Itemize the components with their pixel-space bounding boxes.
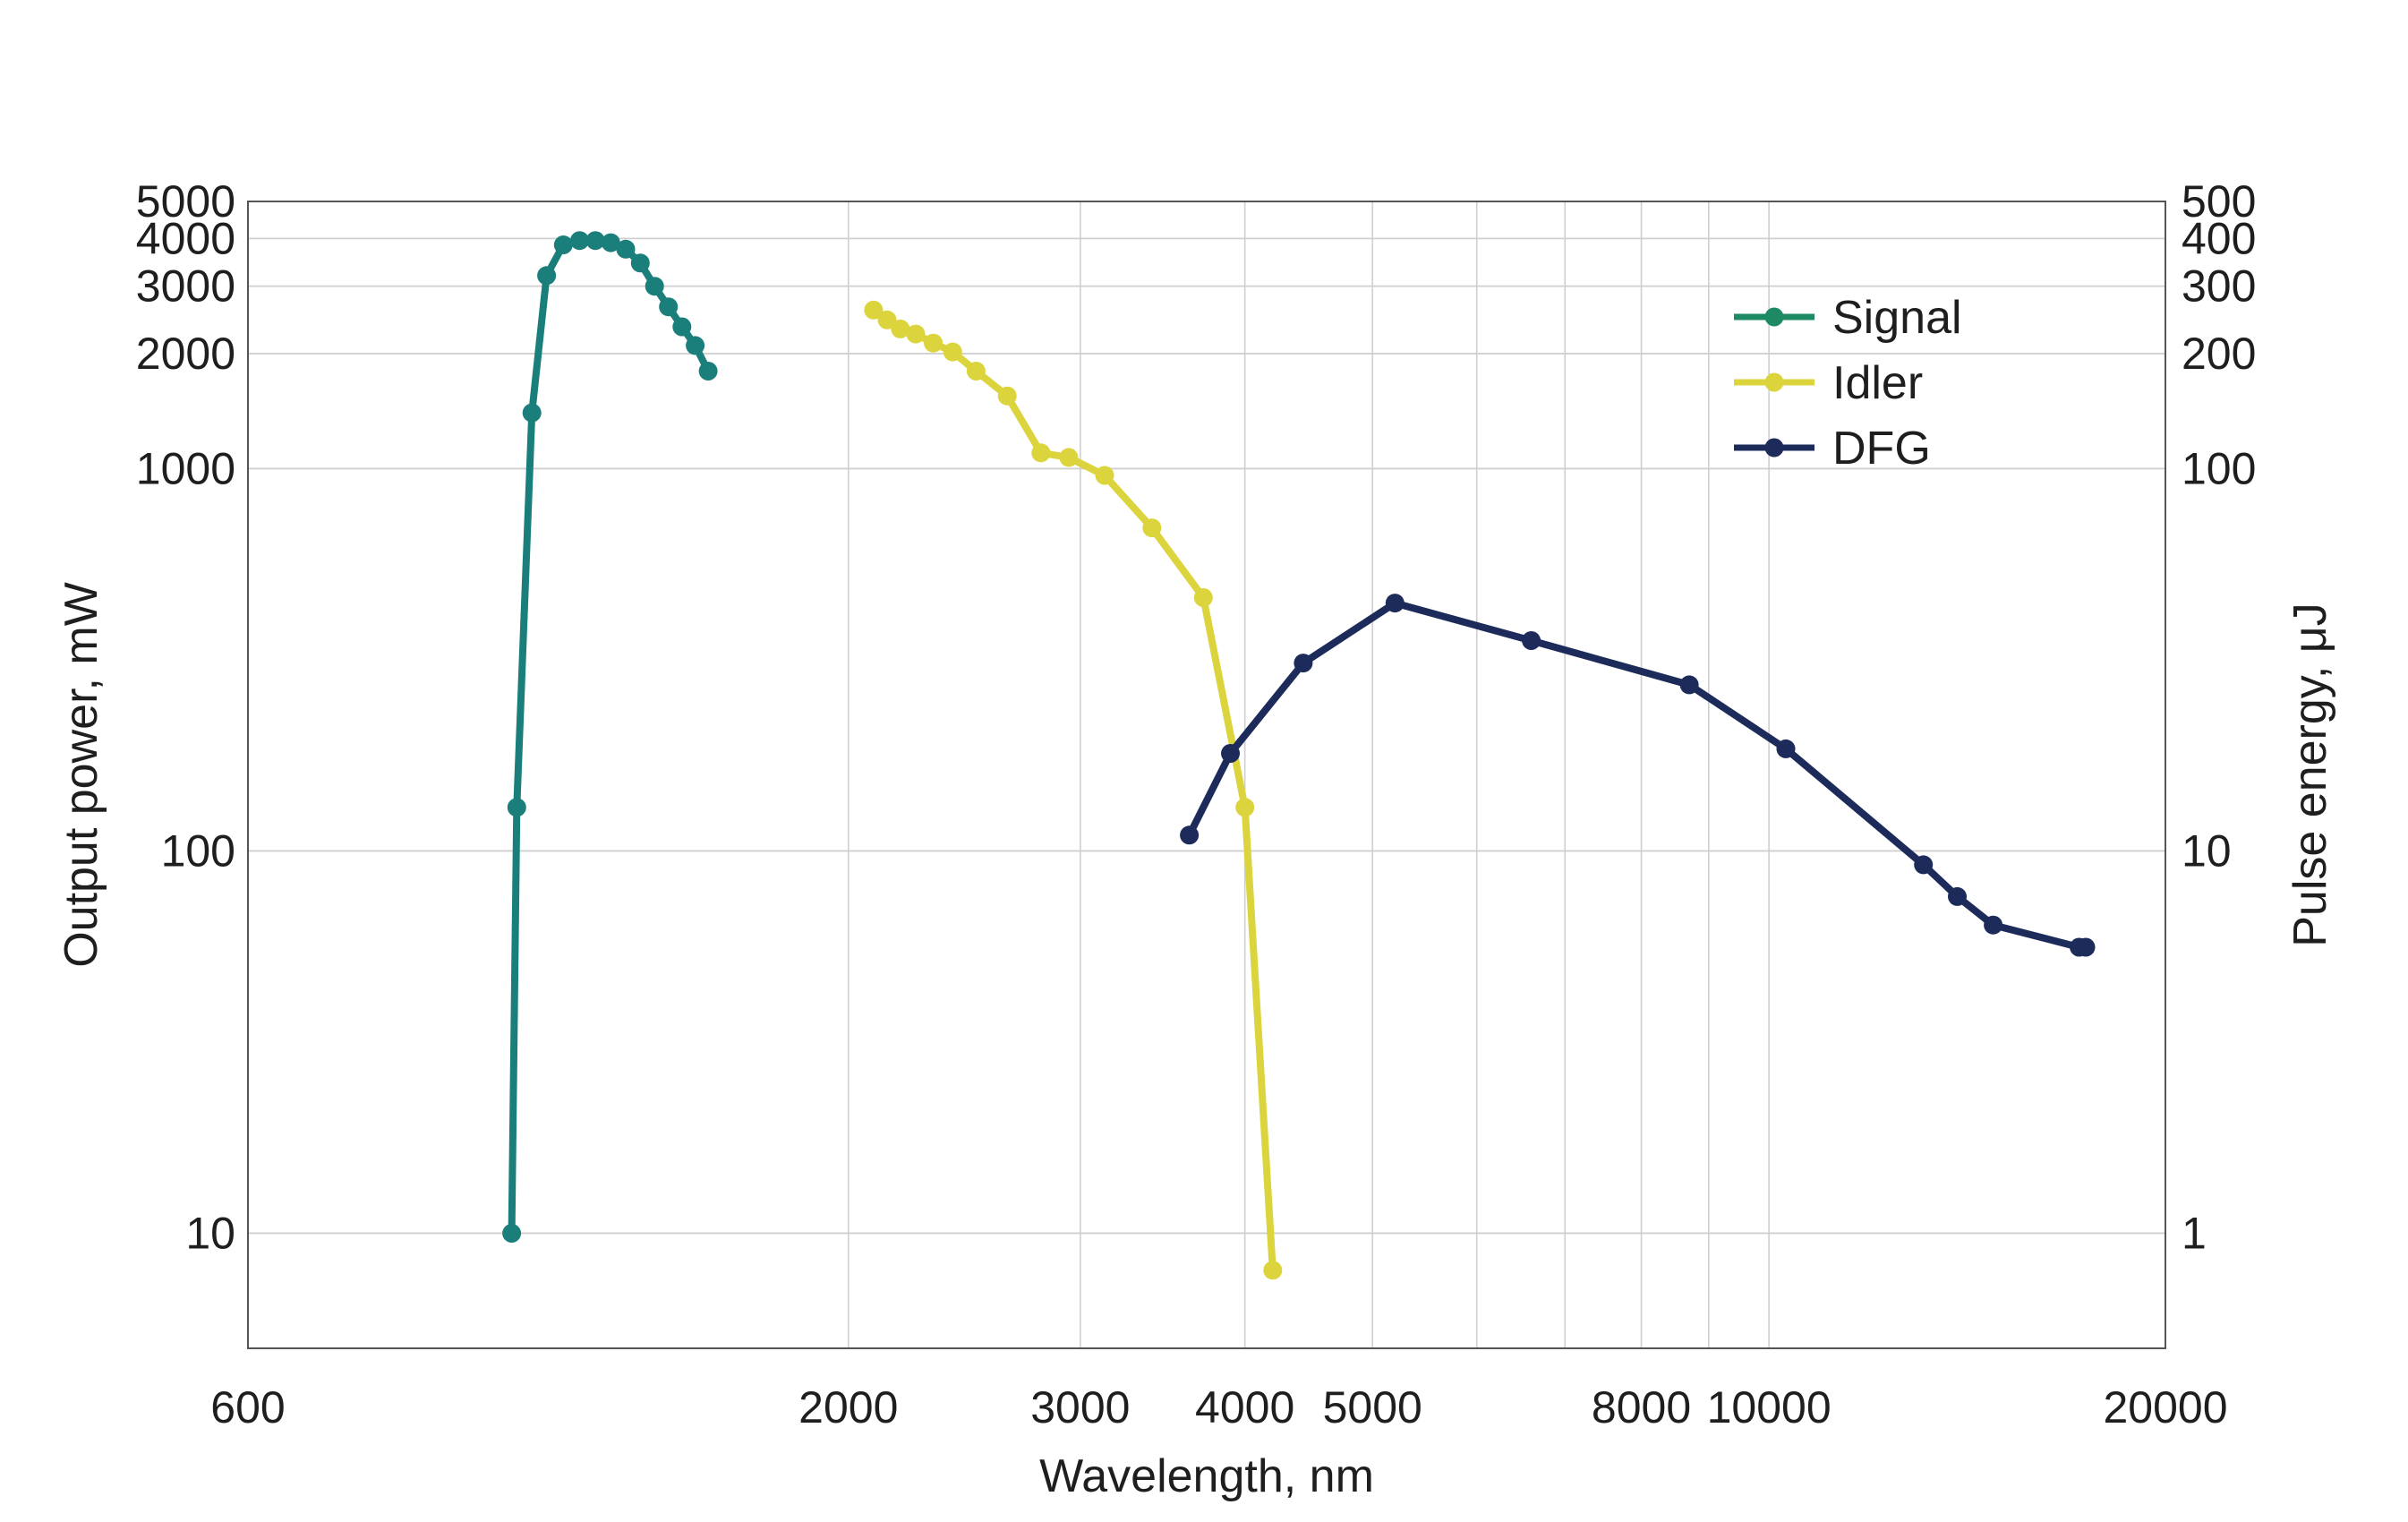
data-point <box>645 277 664 296</box>
y-tick-label: 5000 <box>136 176 235 227</box>
data-point <box>698 362 718 380</box>
y2-axis-title: Pulse energy, μJ <box>2284 603 2336 947</box>
y-tick-label: 2000 <box>136 329 235 379</box>
x-tick-label: 5000 <box>1323 1382 1422 1432</box>
data-point <box>1385 594 1405 613</box>
x-tick-label: 2000 <box>798 1382 898 1432</box>
data-point <box>1031 443 1051 463</box>
data-point <box>672 317 692 337</box>
x-tick-label: 10000 <box>1707 1382 1832 1432</box>
data-point <box>1294 654 1313 673</box>
legend-item-signal: Signal <box>1734 292 1962 344</box>
series-line <box>508 236 713 1237</box>
data-point <box>2076 937 2096 957</box>
series-dfg <box>1180 594 2096 957</box>
data-point <box>997 386 1017 406</box>
legend-item-idler: Idler <box>1734 357 1923 409</box>
series-signal <box>502 231 718 1243</box>
data-point <box>877 310 897 329</box>
y2-tick-label: 300 <box>2182 261 2256 312</box>
y2-tick-label: 100 <box>2182 443 2256 493</box>
data-point <box>616 239 636 259</box>
data-point <box>864 300 884 320</box>
data-point <box>924 333 944 353</box>
y-tick-label: 10 <box>185 1208 235 1258</box>
data-point <box>1948 886 1967 906</box>
x-tick-label: 600 <box>210 1382 285 1432</box>
data-point <box>1059 448 1079 467</box>
legend-label: Idler <box>1832 357 1923 409</box>
data-point <box>1235 798 1255 817</box>
y2-tick-label: 200 <box>2182 329 2256 379</box>
y-tick-label: 4000 <box>136 213 235 263</box>
data-point <box>1193 588 1213 607</box>
data-point <box>659 297 679 317</box>
data-point <box>585 231 605 251</box>
legend-label: DFG <box>1832 423 1931 475</box>
legend-swatch-marker <box>1764 438 1784 457</box>
data-point <box>891 319 910 338</box>
data-point <box>570 231 589 251</box>
plot-frame <box>247 201 2166 1349</box>
y-axis-title: Output power, mW <box>56 582 107 968</box>
series-idler <box>864 300 1283 1280</box>
y-tick-label: 3000 <box>136 261 235 312</box>
data-point <box>686 336 705 355</box>
data-point <box>966 362 986 380</box>
y2-tick-label: 500 <box>2182 176 2256 227</box>
data-point <box>1180 825 1200 845</box>
x-tick-label: 4000 <box>1195 1382 1294 1432</box>
x-tick-label: 8000 <box>1592 1382 1691 1432</box>
y2-tick-label: 10 <box>2182 825 2232 876</box>
data-point <box>502 1224 522 1243</box>
series-layer <box>502 231 2096 1280</box>
data-point <box>1263 1261 1283 1280</box>
x-axis-ticks: 600 2000 3000 4000 5000 8000 10000 20000 <box>210 1382 2227 1432</box>
data-point <box>1142 518 1162 538</box>
data-point <box>507 798 526 817</box>
data-point <box>1914 855 1934 875</box>
data-point <box>537 266 557 286</box>
x-axis-title: Wavelength, nm <box>1039 1450 1374 1502</box>
legend-swatch-marker <box>1764 372 1784 392</box>
data-point <box>1776 739 1796 758</box>
series-line <box>1185 599 2089 951</box>
y2-tick-label: 1 <box>2182 1208 2207 1258</box>
legend-swatch-marker <box>1764 307 1784 327</box>
data-point <box>553 235 573 254</box>
data-point <box>906 324 926 344</box>
data-point <box>1679 675 1699 695</box>
data-point <box>630 253 650 273</box>
y-tick-label: 100 <box>161 825 235 876</box>
data-point <box>601 233 620 252</box>
legend: Signal Idler DFG <box>1734 292 1962 475</box>
data-point <box>1095 466 1114 485</box>
x-tick-label: 3000 <box>1030 1382 1130 1432</box>
legend-item-dfg: DFG <box>1734 423 1931 475</box>
data-point <box>522 403 542 423</box>
data-point <box>1221 744 1240 763</box>
data-point <box>1522 631 1541 650</box>
data-point <box>943 342 962 362</box>
data-point <box>1984 915 2003 935</box>
legend-label: Signal <box>1832 292 1962 344</box>
y2-tick-label: 400 <box>2182 213 2256 263</box>
grid <box>248 201 2165 1348</box>
x-tick-label: 20000 <box>2103 1382 2227 1432</box>
y-tick-label: 1000 <box>136 443 235 493</box>
